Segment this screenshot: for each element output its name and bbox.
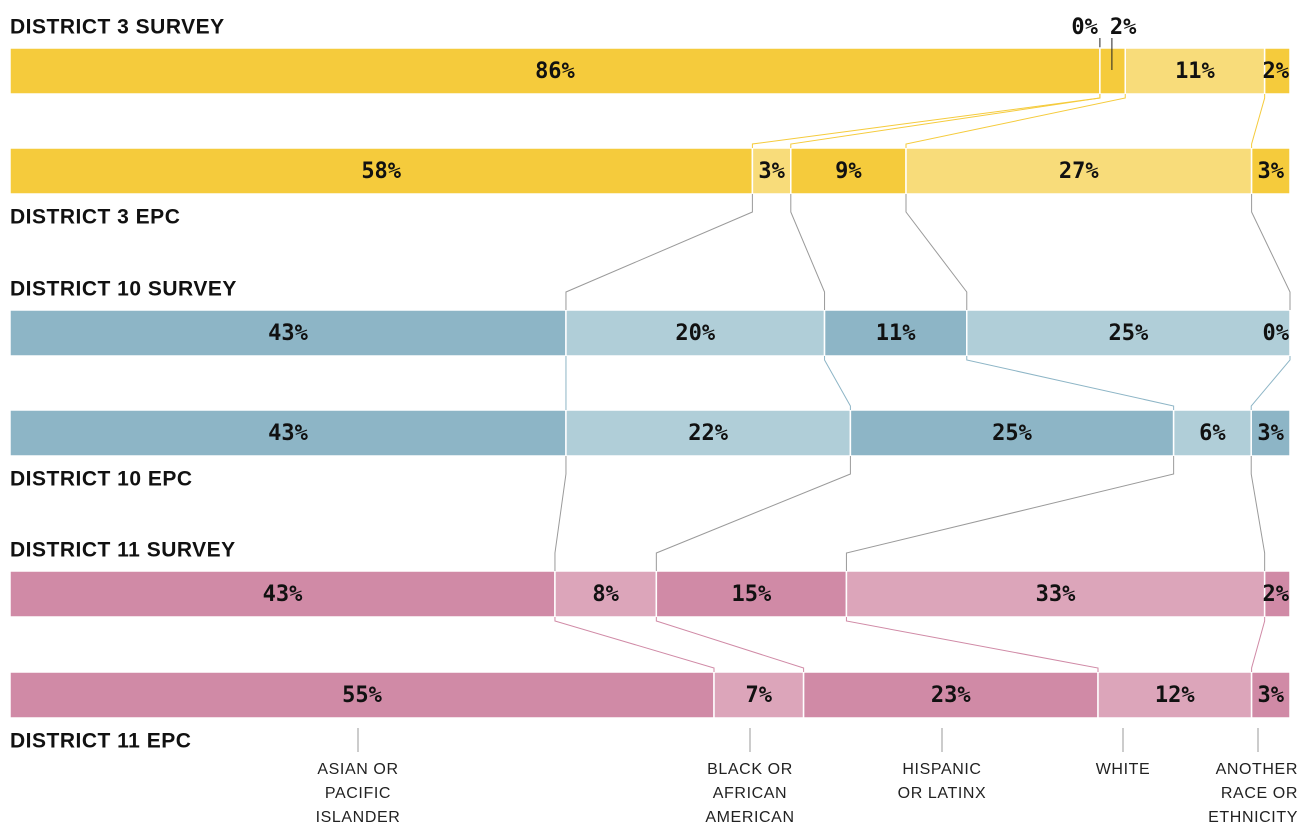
value-label: 11% [876,321,916,346]
row-title: DISTRICT 10 SURVEY [10,278,237,301]
bar-segment [1250,147,1291,195]
bar-segment [9,147,754,195]
bar-segment [1097,671,1253,719]
connector [1251,194,1291,310]
bar-segment [1124,47,1266,95]
connector [1251,94,1266,148]
bar-segment [9,47,1101,95]
bar-segment [713,671,805,719]
bar-segment [1263,47,1291,95]
category-label: BLACK OR AFRICAN AMERICAN [705,761,795,826]
value-label: 43% [268,321,308,346]
bar-segment [1250,409,1291,457]
value-label: 9% [835,159,862,184]
connector [1250,456,1266,571]
connector [905,194,968,310]
value-label: 3% [1258,159,1285,184]
value-label: 25% [1109,321,1149,346]
value-label: 2% [1110,15,1137,40]
value-label: 2% [1263,582,1290,607]
bar-segment [1263,570,1291,618]
bar-segment [655,570,848,618]
category-label: ASIAN OR PACIFIC ISLANDER [315,761,401,826]
row-title: DISTRICT 3 EPC [10,206,180,229]
bar-segment [9,309,567,357]
value-label: 3% [1258,683,1285,708]
connector [1250,356,1291,410]
value-label: 11% [1175,59,1215,84]
value-label: 6% [1199,421,1226,446]
connector [554,617,715,672]
connector [966,356,1175,410]
bar-segment [849,409,1175,457]
connector [1251,617,1266,672]
bar-segment [1099,47,1126,95]
value-label: 0% [1263,321,1290,346]
value-label: 23% [931,683,971,708]
value-label: 33% [1036,582,1076,607]
value-label: 2% [1263,59,1290,84]
value-label: 58% [361,159,401,184]
value-label: 55% [342,683,382,708]
value-label: 3% [758,159,785,184]
value-label: 8% [592,582,619,607]
value-label: 43% [268,421,308,446]
connector [845,617,1099,672]
row-title: DISTRICT 10 EPC [10,468,193,491]
value-label: 15% [732,582,772,607]
bar-segment [905,147,1253,195]
connector [790,194,826,310]
category-label: WHITE [1095,761,1151,778]
bar-segment [966,309,1291,357]
value-label: 27% [1059,159,1099,184]
connector [565,194,753,310]
bar-segment [1250,671,1291,719]
connector [824,356,851,410]
bar-segment [565,409,852,457]
bar-segment [790,147,907,195]
value-label: 25% [992,421,1032,446]
connector [845,456,1175,571]
value-label: 43% [263,582,303,607]
value-label: 22% [688,421,728,446]
connector [655,456,851,571]
bar-segment [845,570,1266,618]
value-label: 7% [746,683,773,708]
bar-segment [9,409,567,457]
category-label: ANOTHER RACE OR ETHNICITY [1208,761,1298,826]
bar-segment [823,309,968,357]
connector [905,94,1126,148]
value-label: 12% [1155,683,1195,708]
value-label: 86% [535,59,575,84]
value-label: 0% [1071,15,1098,40]
row-title: DISTRICT 11 SURVEY [10,539,236,562]
connector [655,617,805,672]
bar-segment [565,309,826,357]
bar-segment [1172,409,1252,457]
bar-segment [9,671,715,719]
value-label: 20% [675,321,715,346]
row-title: DISTRICT 3 SURVEY [10,16,225,39]
connector [554,456,567,571]
category-label: HISPANIC OR LATINX [897,761,987,802]
value-label: 3% [1257,421,1284,446]
connector [790,94,1101,148]
bar-segment [9,570,556,618]
row-title: DISTRICT 11 EPC [10,730,191,753]
